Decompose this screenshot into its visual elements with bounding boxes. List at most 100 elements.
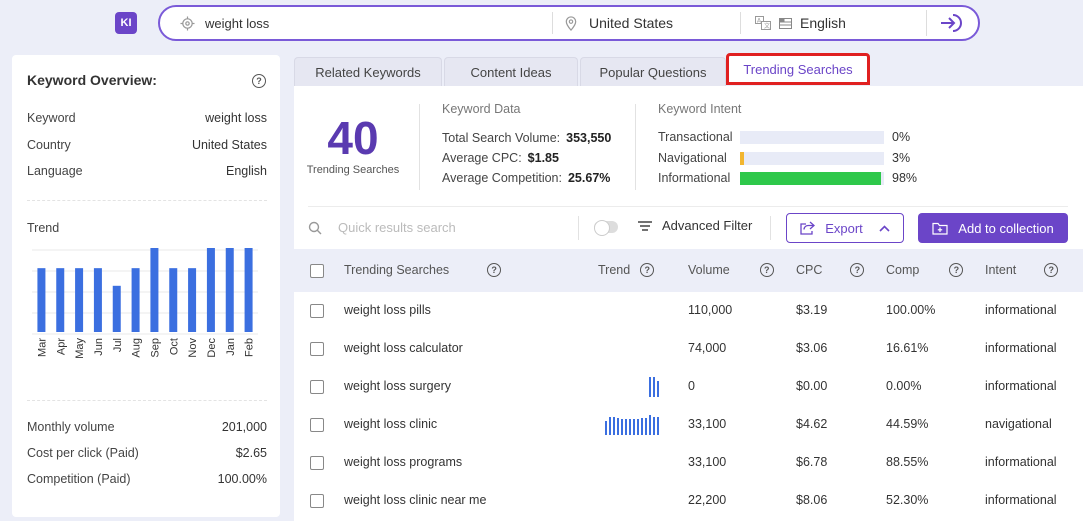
trending-count: 40 <box>327 112 379 164</box>
folder-plus-icon <box>932 222 948 235</box>
chart-tick-label: May <box>74 338 86 359</box>
keyword-input[interactable]: weight loss <box>205 15 270 31</box>
column-volume[interactable]: Volume? <box>688 263 774 277</box>
trend-label: Trend <box>27 221 60 235</box>
add-to-collection-label: Add to collection <box>958 220 1054 236</box>
trending-count-caption: Trending Searches <box>306 164 400 176</box>
table-row[interactable]: weight loss surgery 0 $0.00 0.00% informatio… <box>294 368 1083 406</box>
keyword-data-row: Average Competition: 25.67% <box>442 171 610 185</box>
volume-cell: 22,200 <box>688 493 727 507</box>
sparkline-bar <box>629 419 631 435</box>
column-cpc[interactable]: CPC? <box>796 263 865 277</box>
column-trending-searches[interactable]: Trending Searches? <box>344 263 502 277</box>
chart-bar-aug <box>131 268 140 332</box>
help-icon[interactable]: ? <box>640 263 655 277</box>
table-row[interactable]: weight loss clinic near me 22,200 $8.06 52.… <box>294 482 1083 520</box>
chart-tick-label: Jan <box>225 338 237 356</box>
keyword-cell[interactable]: weight loss calculator <box>344 341 463 355</box>
advanced-filter-label: Advanced Filter <box>662 218 753 233</box>
sparkline-bar <box>625 419 627 435</box>
tab-content-ideas[interactable]: Content Ideas <box>444 57 578 87</box>
export-button[interactable]: Export <box>786 213 904 243</box>
row-checkbox[interactable] <box>310 456 324 470</box>
help-icon[interactable]: ? <box>1044 263 1059 277</box>
overview-row-keyword: Keyword weight loss <box>27 111 267 125</box>
app-logo[interactable]: KI <box>115 12 137 34</box>
cpc-cell: $8.06 <box>796 493 828 507</box>
search-submit-button[interactable] <box>926 10 974 36</box>
chart-tick-label: Dec <box>206 338 218 358</box>
help-icon[interactable]: ? <box>949 263 964 277</box>
add-to-collection-button[interactable]: Add to collection <box>918 213 1068 243</box>
chart-tick-label: Sep <box>149 338 161 358</box>
select-all-checkbox[interactable] <box>310 264 324 278</box>
svg-text:文: 文 <box>764 22 770 30</box>
tab-popular-questions[interactable]: Popular Questions <box>580 57 726 87</box>
divider <box>308 206 1068 207</box>
divider <box>578 216 579 240</box>
metric-value: 100.00% <box>217 472 267 486</box>
help-icon[interactable]: ? <box>759 263 774 277</box>
keyword-data-row: Average CPC: $1.85 <box>442 151 559 165</box>
volume-cell: 110,000 <box>688 303 733 317</box>
tab-related-keywords[interactable]: Related Keywords <box>294 57 442 87</box>
column-comp[interactable]: Comp? <box>886 263 964 277</box>
chart-bar-jan <box>225 248 234 332</box>
row-checkbox[interactable] <box>310 304 324 318</box>
help-icon[interactable]: ? <box>850 263 865 277</box>
chart-tick-label: Apr <box>55 338 67 355</box>
advanced-filter-button[interactable]: Advanced Filter <box>638 218 752 233</box>
sparkline-bar <box>613 417 615 435</box>
keyword-cell[interactable]: weight loss surgery <box>344 379 451 393</box>
filter-lines-icon <box>638 220 652 232</box>
table-row[interactable]: weight loss pills 110,000 $3.19 100.00% info… <box>294 292 1083 330</box>
quick-search-input[interactable]: Quick results search <box>338 220 456 235</box>
sparkline-bar <box>653 417 655 435</box>
column-intent[interactable]: Intent? <box>985 263 1059 277</box>
table-row[interactable]: weight loss clinic 33,100 $4.62 44.59% navig… <box>294 406 1083 444</box>
intent-cell: navigational <box>985 417 1052 431</box>
kd-value: $1.85 <box>527 151 559 165</box>
chart-bar-may <box>75 268 84 332</box>
chart-bar-nov <box>188 268 197 332</box>
kd-label: Total Search Volume: <box>442 131 561 145</box>
help-icon[interactable]: ? <box>487 263 502 277</box>
chart-bar-feb <box>244 248 253 332</box>
keyword-cell[interactable]: weight loss clinic near me <box>344 493 487 507</box>
divider <box>770 216 771 240</box>
row-checkbox[interactable] <box>310 418 324 432</box>
row-checkbox[interactable] <box>310 380 324 394</box>
intent-row-informational: Informational 98% <box>658 171 917 185</box>
table-row[interactable]: weight loss calculator 74,000 $3.06 16.61% i… <box>294 330 1083 368</box>
sparkline-bar <box>653 377 655 397</box>
table-row[interactable]: weight loss programs 33,100 $6.78 88.55% inf… <box>294 444 1083 482</box>
tab-trending-searches[interactable]: Trending Searches <box>726 53 870 85</box>
sparkline-bar <box>657 417 659 435</box>
column-trend[interactable]: Trend? <box>598 263 655 277</box>
keyword-cell[interactable]: weight loss pills <box>344 303 431 317</box>
keyword-cell[interactable]: weight loss programs <box>344 455 463 469</box>
chart-bar-sep <box>150 248 159 332</box>
filter-toggle[interactable] <box>594 220 618 236</box>
metric-row-cpc: Cost per click (Paid) $2.65 <box>27 446 267 460</box>
volume-cell: 33,100 <box>688 455 727 469</box>
chart-tick-label: Aug <box>131 338 143 358</box>
country-select[interactable]: United States <box>552 12 740 34</box>
keyword-cell[interactable]: weight loss clinic <box>344 417 438 431</box>
kd-label: Average Competition: <box>442 171 562 185</box>
row-checkbox[interactable] <box>310 342 324 356</box>
enter-arrow-icon <box>939 12 963 34</box>
keyword-field[interactable]: weight loss <box>160 7 552 39</box>
sparkline-bar <box>649 415 651 435</box>
column-label: Intent <box>985 263 1017 277</box>
trending-searches-panel: 40 Trending Searches Keyword Data Total … <box>294 86 1083 521</box>
kd-value: 353,550 <box>566 131 612 145</box>
intent-bar-fill <box>740 171 882 185</box>
search-icon <box>308 221 322 235</box>
chart-bar-jun <box>93 268 102 332</box>
help-icon[interactable]: ? <box>252 74 266 88</box>
intent-label: Informational <box>658 171 731 185</box>
volume-cell: 74,000 <box>688 341 727 355</box>
row-checkbox[interactable] <box>310 494 324 508</box>
